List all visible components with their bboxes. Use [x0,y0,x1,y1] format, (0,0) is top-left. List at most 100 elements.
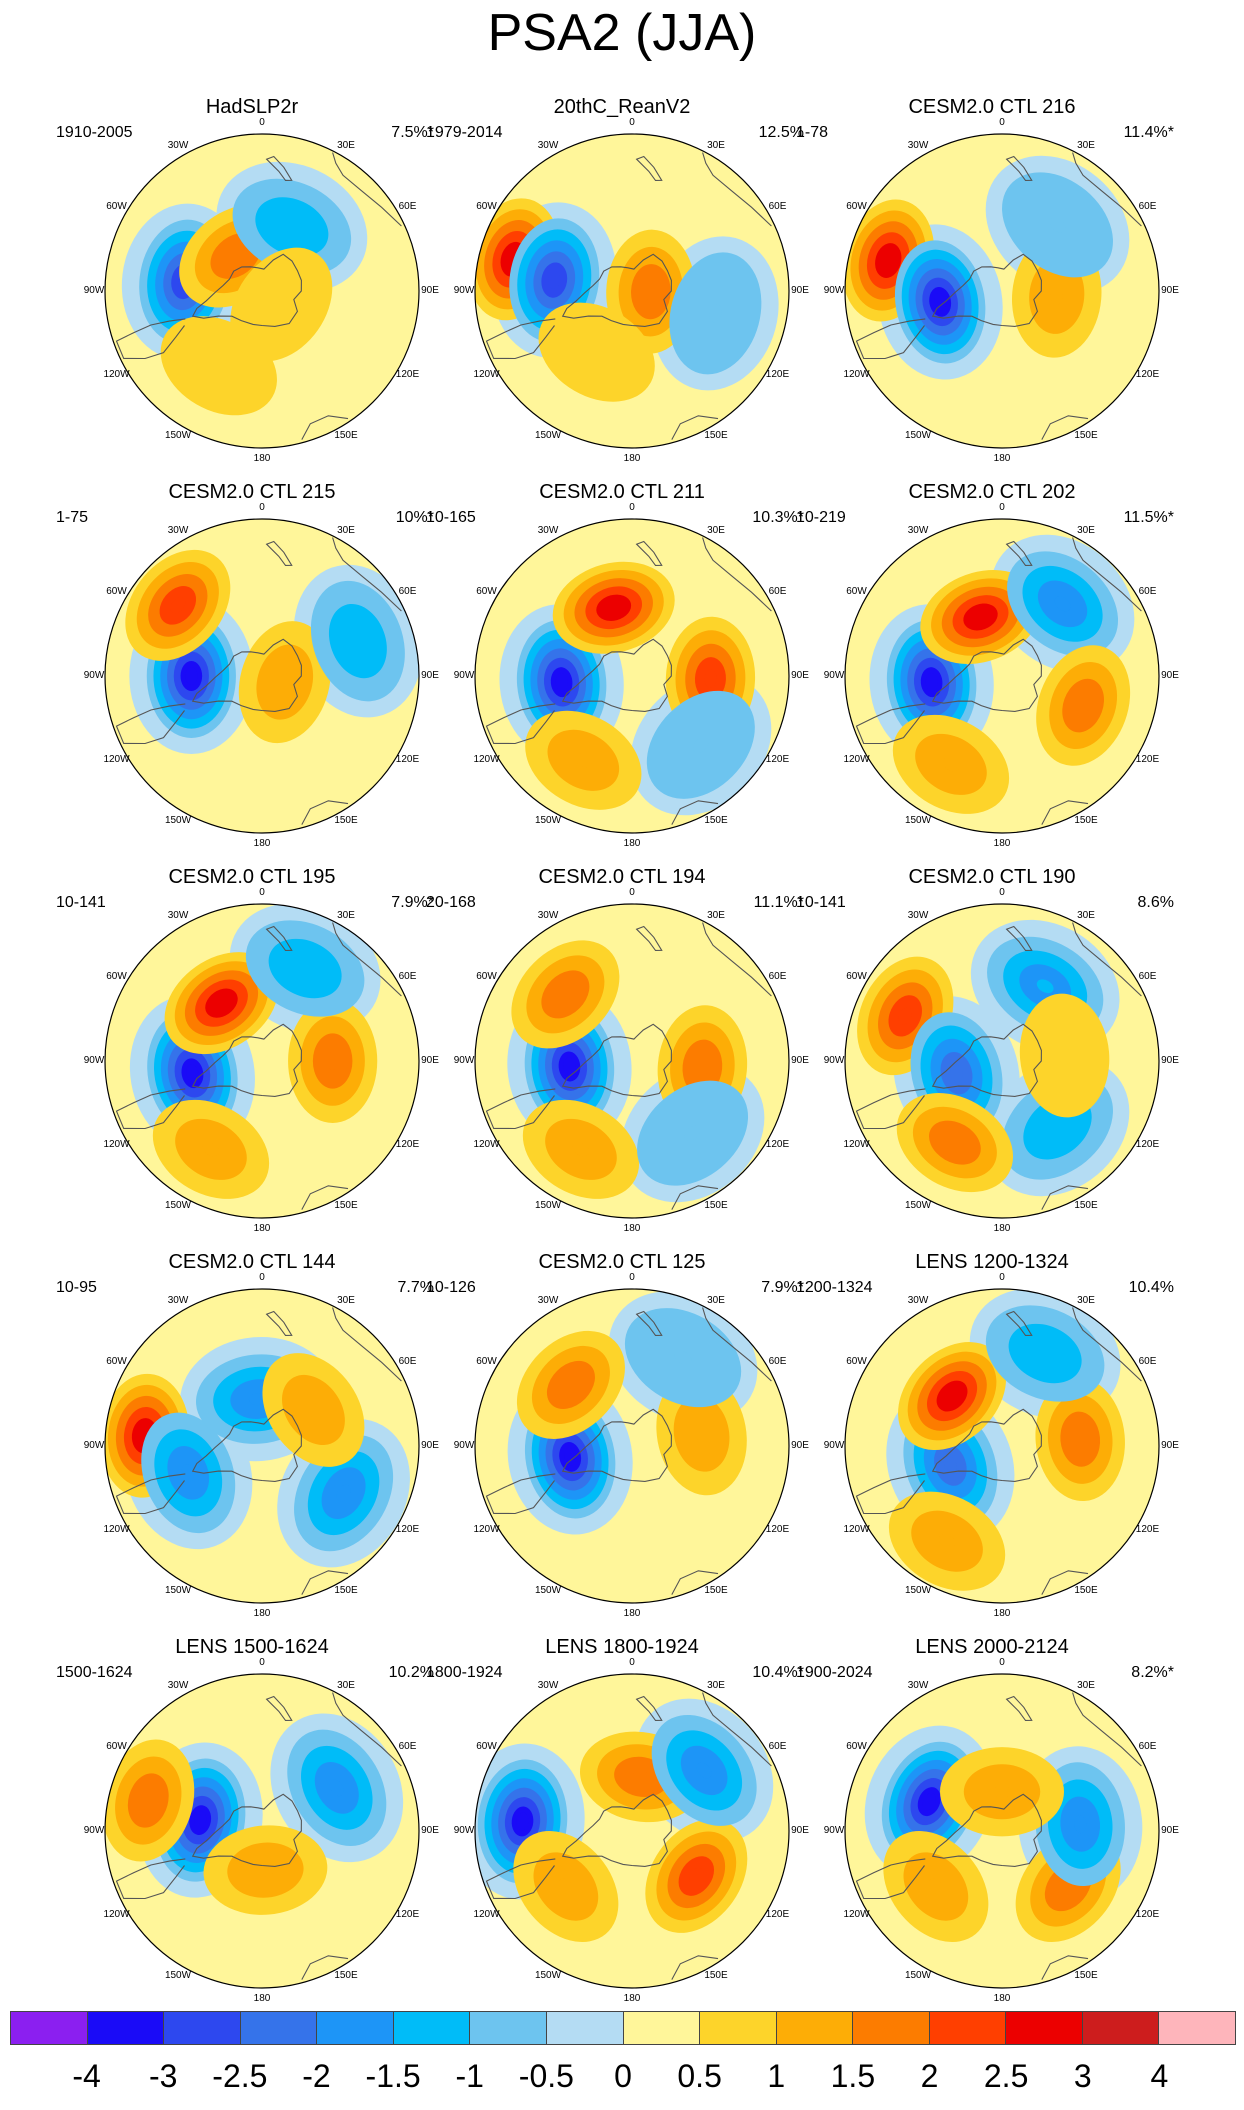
anomaly-core [928,1878,944,1895]
longitude-label: 150W [164,430,192,442]
negative-anomaly [669,252,762,375]
longitude-label: 0 [259,1657,265,1668]
australia-coast [702,922,772,997]
map-border [474,133,790,449]
negative-anomaly [245,920,365,1017]
anomaly-core [632,1770,651,1783]
south-america-coast [115,703,186,745]
antarctica-coast [931,253,1042,327]
polar-map [844,1288,1160,1604]
longitude-label: 90E [421,1055,439,1066]
longitude-label: 30E [1077,524,1095,536]
longitude-label: 90W [453,1440,475,1451]
longitude-label: 120W [103,1909,130,1920]
panel-title: CESM2.0 CTL 125 [538,1251,706,1273]
polar-map [844,903,1160,1219]
longitude-label: 120E [395,754,420,765]
longitude-label: 150W [534,1585,562,1597]
australia-coast [702,1307,772,1382]
anomaly-core [248,1393,267,1406]
panel-variance: 8.6% [1137,894,1174,911]
panel-variance: 11.5%* [1123,509,1174,526]
colorbar-segment [1006,2012,1083,2044]
longitude-label: 60E [398,586,417,597]
panel-variance: 10%* [395,509,434,526]
new-zealand-coast [635,155,663,181]
panel-variance: 10.4% [1128,1279,1174,1296]
positive-anomaly [152,1099,270,1199]
map-panel: CESM2.0 CTL 194 20-168 11.1%* 0 30E 60E 90E 120… [420,865,824,1235]
colorbar-segment [470,2012,547,2044]
longitude-label: 30E [1077,1679,1095,1691]
longitude-label: 150E [334,1200,358,1212]
longitude-label: 120W [103,754,130,765]
panel-variance: 11.1%* [753,894,804,911]
map-panel: CESM2.0 CTL 215 1-75 10%* 0 30E 60E 90E 120E 150… [50,480,454,850]
map-border [104,1288,420,1604]
colorbar-tick-label: -4 [72,2058,101,2094]
longitude-label: 150E [1074,815,1098,827]
longitude-label: 120E [395,369,420,380]
longitude-label: 30W [907,1679,929,1691]
polar-map [474,1673,790,1989]
panel-period: 10-165 [426,509,476,526]
colorbar-tick-label: -1.5 [365,2058,421,2094]
new-zealand-coast [265,155,293,181]
longitude-label: 180 [623,838,641,849]
map-panel: LENS 1800-1924 1800-1924 10.4%* 0 30E 60E 90E 1… [420,1635,824,2005]
south-america-coast [115,1473,186,1515]
anomaly-core [993,1785,1011,1798]
antarctica-coast [561,1408,672,1482]
longitude-label: 150E [1074,1200,1098,1212]
longitude-label: 30E [707,524,725,536]
anomaly-core [674,1350,692,1365]
anomaly-core [181,1464,195,1482]
panel-period: 1-75 [56,509,89,526]
longitude-label: 30W [907,909,929,921]
longitude-label: 150E [704,1585,728,1597]
longitude-label: 150W [534,815,562,827]
negative-anomaly [1007,551,1119,657]
longitude-label: 120E [395,1139,420,1150]
anomaly-core [563,1377,579,1393]
colorbar-segment [1159,2012,1235,2044]
longitude-label: 120W [103,1139,130,1150]
longitude-label: 90E [421,670,439,681]
new-zealand-coast [1005,540,1033,566]
south-america-coast [855,703,926,745]
polar-map [104,903,420,1219]
longitude-label: 30W [537,1294,559,1306]
africa-coast [1041,1955,1089,1980]
longitude-label: 150W [164,1585,192,1597]
longitude-label: 30W [537,909,559,921]
map-panel: CESM2.0 CTL 144 10-95 7.7% 0 30E 60E 90E 120E 15… [50,1250,454,1620]
map-border [844,1288,1160,1604]
panel-period: 1500-1624 [56,1664,133,1681]
panel-variance: 10.2% [388,1664,434,1681]
longitude-label: 30W [907,139,929,151]
anomaly-core [1049,1119,1066,1135]
longitude-label: 60E [768,586,787,597]
longitude-label: 150W [904,1200,932,1212]
anomaly-core [1054,596,1071,612]
longitude-label: 120E [765,754,790,765]
map-border [474,1288,790,1604]
longitude-label: 120W [843,754,870,765]
longitude-label: 60W [106,971,127,982]
longitude-label: 120W [473,369,500,380]
anomaly-core [1036,979,1054,994]
longitude-label: 0 [259,1272,265,1283]
longitude-label: 120E [765,369,790,380]
map-border [844,518,1160,834]
longitude-label: 90E [1161,285,1179,296]
longitude-label: 120W [843,1139,870,1150]
polar-map [844,133,1160,449]
australia-coast [1072,152,1142,227]
south-america-coast [485,1858,556,1900]
south-america-coast [855,1473,926,1515]
positive-anomaly [892,714,1010,814]
polar-map [474,133,790,449]
polar-map [104,1673,420,1989]
anomaly-core [210,358,228,373]
colorbar-tick-label: 0 [614,2058,632,2094]
